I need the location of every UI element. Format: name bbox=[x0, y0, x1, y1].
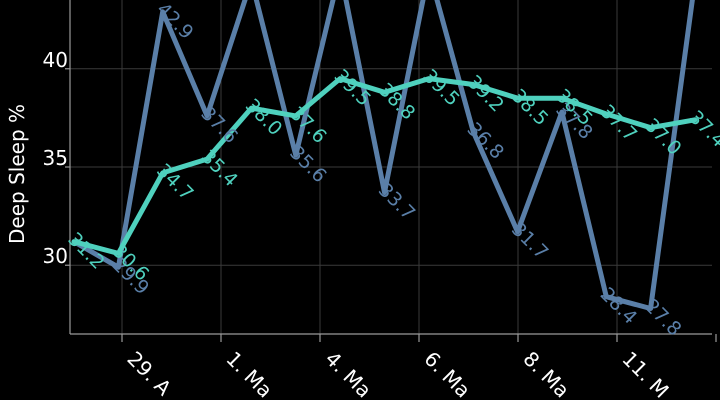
y-tick-label: 30 bbox=[43, 244, 68, 268]
data-label: 37.4 bbox=[684, 106, 720, 151]
data-labels: 29.942.937.635.633.736.831.737.828.427.8… bbox=[63, 0, 720, 340]
data-label: 35.4 bbox=[196, 146, 241, 191]
x-tick-label: 1. Ma bbox=[221, 347, 277, 400]
series-line-daily bbox=[71, 0, 695, 311]
x-tick-labels: 29. A 1. Ma 4. Ma 6. Ma 8. Ma 11. M bbox=[122, 347, 673, 400]
series-lines bbox=[71, 0, 698, 311]
x-tick-label: 8. Ma bbox=[518, 347, 574, 400]
y-tick-label: 40 bbox=[43, 48, 68, 72]
x-tick-label: 29. A bbox=[122, 347, 176, 400]
x-tick-label: 4. Ma bbox=[320, 347, 376, 400]
data-label: 38.0 bbox=[241, 95, 286, 140]
y-tick-labels: 30 35 40 bbox=[43, 48, 68, 268]
data-label: 38.5 bbox=[507, 85, 552, 130]
y-axis-label: Deep Sleep % bbox=[5, 104, 29, 244]
series-line-average bbox=[71, 76, 698, 256]
data-label: 37.7 bbox=[596, 101, 641, 146]
x-tick-label: 6. Ma bbox=[419, 347, 475, 400]
x-tick-label: 11. M bbox=[617, 347, 673, 400]
axes bbox=[65, 0, 717, 342]
y-tick-label: 35 bbox=[43, 146, 68, 170]
